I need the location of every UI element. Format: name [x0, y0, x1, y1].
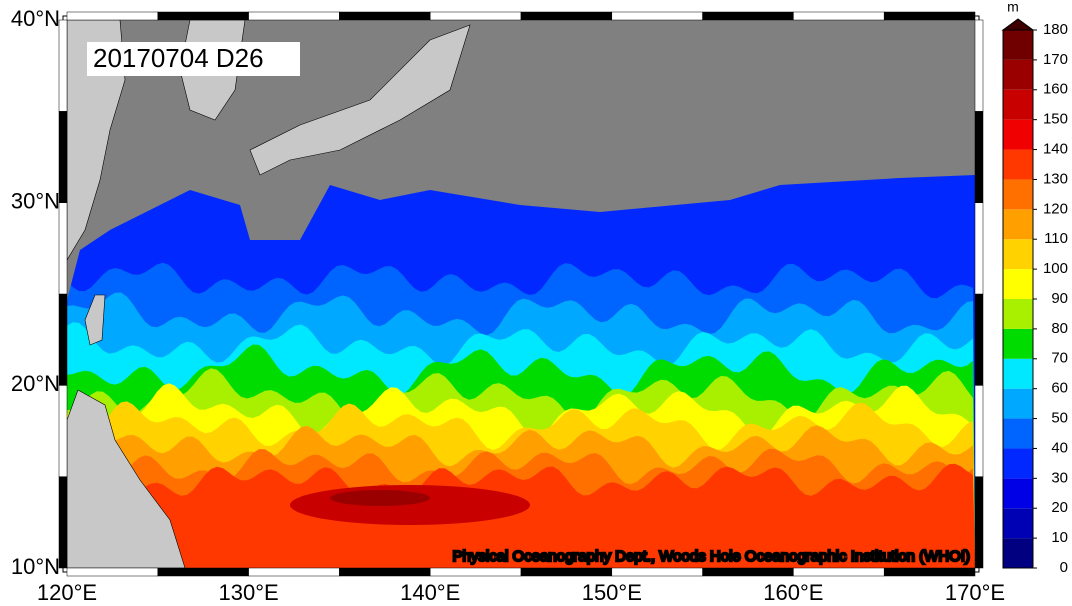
border-segment [702, 11, 794, 21]
border-segment [429, 11, 522, 21]
border-segment [248, 11, 340, 21]
colorbar-unit: m [1007, 0, 1019, 15]
colorbar-tick-label: 30 [1051, 469, 1068, 486]
colorbar-tick-label: 120 [1043, 200, 1068, 217]
border-segment [58, 385, 68, 477]
colorbar-tick-label: 60 [1051, 380, 1068, 397]
colorbar-tick-label: 170 [1043, 51, 1068, 68]
border-segment [339, 567, 431, 577]
border-segment [58, 202, 68, 295]
border-segment [339, 11, 431, 21]
colorbar-segment [1003, 149, 1033, 180]
colorbar-tick-label: 40 [1051, 439, 1068, 456]
border-segment [974, 111, 984, 203]
lon-tick-label: 160°E [763, 580, 823, 605]
colorbar-segment [1003, 478, 1033, 509]
lon-tick-label: 120°E [37, 580, 97, 605]
colorbar-segment [1003, 269, 1033, 299]
border-segment [793, 567, 885, 577]
border-segment [66, 11, 159, 21]
lat-tick-label: 10°N [11, 554, 60, 579]
border-segment [58, 19, 68, 112]
colorbar-segment [1003, 328, 1033, 359]
lon-tick-label: 150°E [582, 580, 642, 605]
ocean-blob [330, 490, 430, 506]
border-segment [66, 567, 159, 577]
colorbar-segment [1003, 239, 1033, 270]
colorbar-tick-label: 20 [1051, 499, 1068, 516]
border-segment [793, 11, 885, 21]
title-box [87, 42, 300, 76]
ocean-field [67, 20, 975, 568]
border-segment [58, 293, 68, 386]
border-segment [974, 385, 984, 477]
border-segment [702, 567, 794, 577]
border-segment [248, 567, 340, 577]
border-segment [520, 567, 613, 577]
colorbar-segment [1003, 30, 1033, 60]
colorbar-tick-label: 180 [1043, 21, 1068, 38]
border-segment [883, 567, 976, 577]
colorbar-tick-label: 140 [1043, 141, 1068, 158]
map-frame [58, 11, 984, 577]
border-segment [974, 202, 984, 295]
land [67, 20, 126, 261]
land [84, 294, 106, 346]
colorbar-tick-label: 110 [1044, 230, 1068, 247]
land [67, 20, 975, 300]
colorbar-segment [1003, 508, 1033, 539]
ocean-blob [290, 485, 530, 525]
colorbar-tick-label: 50 [1051, 410, 1068, 427]
colorbar-tick-label: 90 [1051, 290, 1068, 307]
colorbar-segment [1003, 209, 1033, 240]
border-segment [611, 11, 703, 21]
ocean-band [67, 463, 975, 568]
lon-tick-label: 130°E [219, 580, 279, 605]
colorbar-tick-label: 10 [1051, 529, 1068, 546]
border-segment [974, 476, 984, 569]
colorbar-tick-label: 130 [1043, 170, 1068, 187]
border-segment [157, 11, 249, 21]
colorbar-tick-label: 160 [1043, 81, 1068, 98]
border-segment [520, 11, 613, 21]
land [249, 24, 471, 176]
border-segment [974, 293, 984, 386]
credit: Physical Oceanography Dept., Woods Hole … [453, 548, 970, 565]
colorbar-segment [1003, 89, 1033, 120]
colorbar-segment [1003, 418, 1033, 449]
border-segment [58, 476, 68, 569]
colorbar-tick-label: 0 [1060, 559, 1068, 576]
colorbar-segment [1003, 119, 1033, 150]
colorbar-extend [1001, 18, 1035, 31]
colorbar-tick-label: 150 [1043, 111, 1068, 128]
lon-tick-label: 170°E [945, 580, 1005, 605]
colorbar-tick-label: 70 [1051, 350, 1068, 367]
colorbar-segment [1003, 448, 1033, 479]
lat-tick-label: 40°N [11, 6, 60, 31]
border-segment [974, 19, 984, 112]
border-segment [58, 111, 68, 203]
lon-tick-label: 140°E [400, 580, 460, 605]
colorbar-segment [1003, 299, 1033, 329]
colorbar-segment [1003, 388, 1033, 419]
lat-tick-label: 20°N [11, 371, 60, 396]
border-segment [611, 567, 703, 577]
border-segment [883, 11, 976, 21]
colorbar-segment [1003, 538, 1033, 568]
colorbar-segment [1003, 59, 1033, 90]
colorbar-tick-label: 100 [1043, 260, 1068, 277]
colorbar-tick-label: 80 [1051, 320, 1068, 337]
lat-tick-label: 30°N [11, 188, 60, 213]
colorbar-segment [1003, 179, 1033, 210]
colorbar-segment [1003, 358, 1033, 389]
border-segment [429, 567, 522, 577]
land [67, 389, 186, 568]
map-title: 20170704 D26 [93, 43, 264, 73]
border-segment [157, 567, 249, 577]
